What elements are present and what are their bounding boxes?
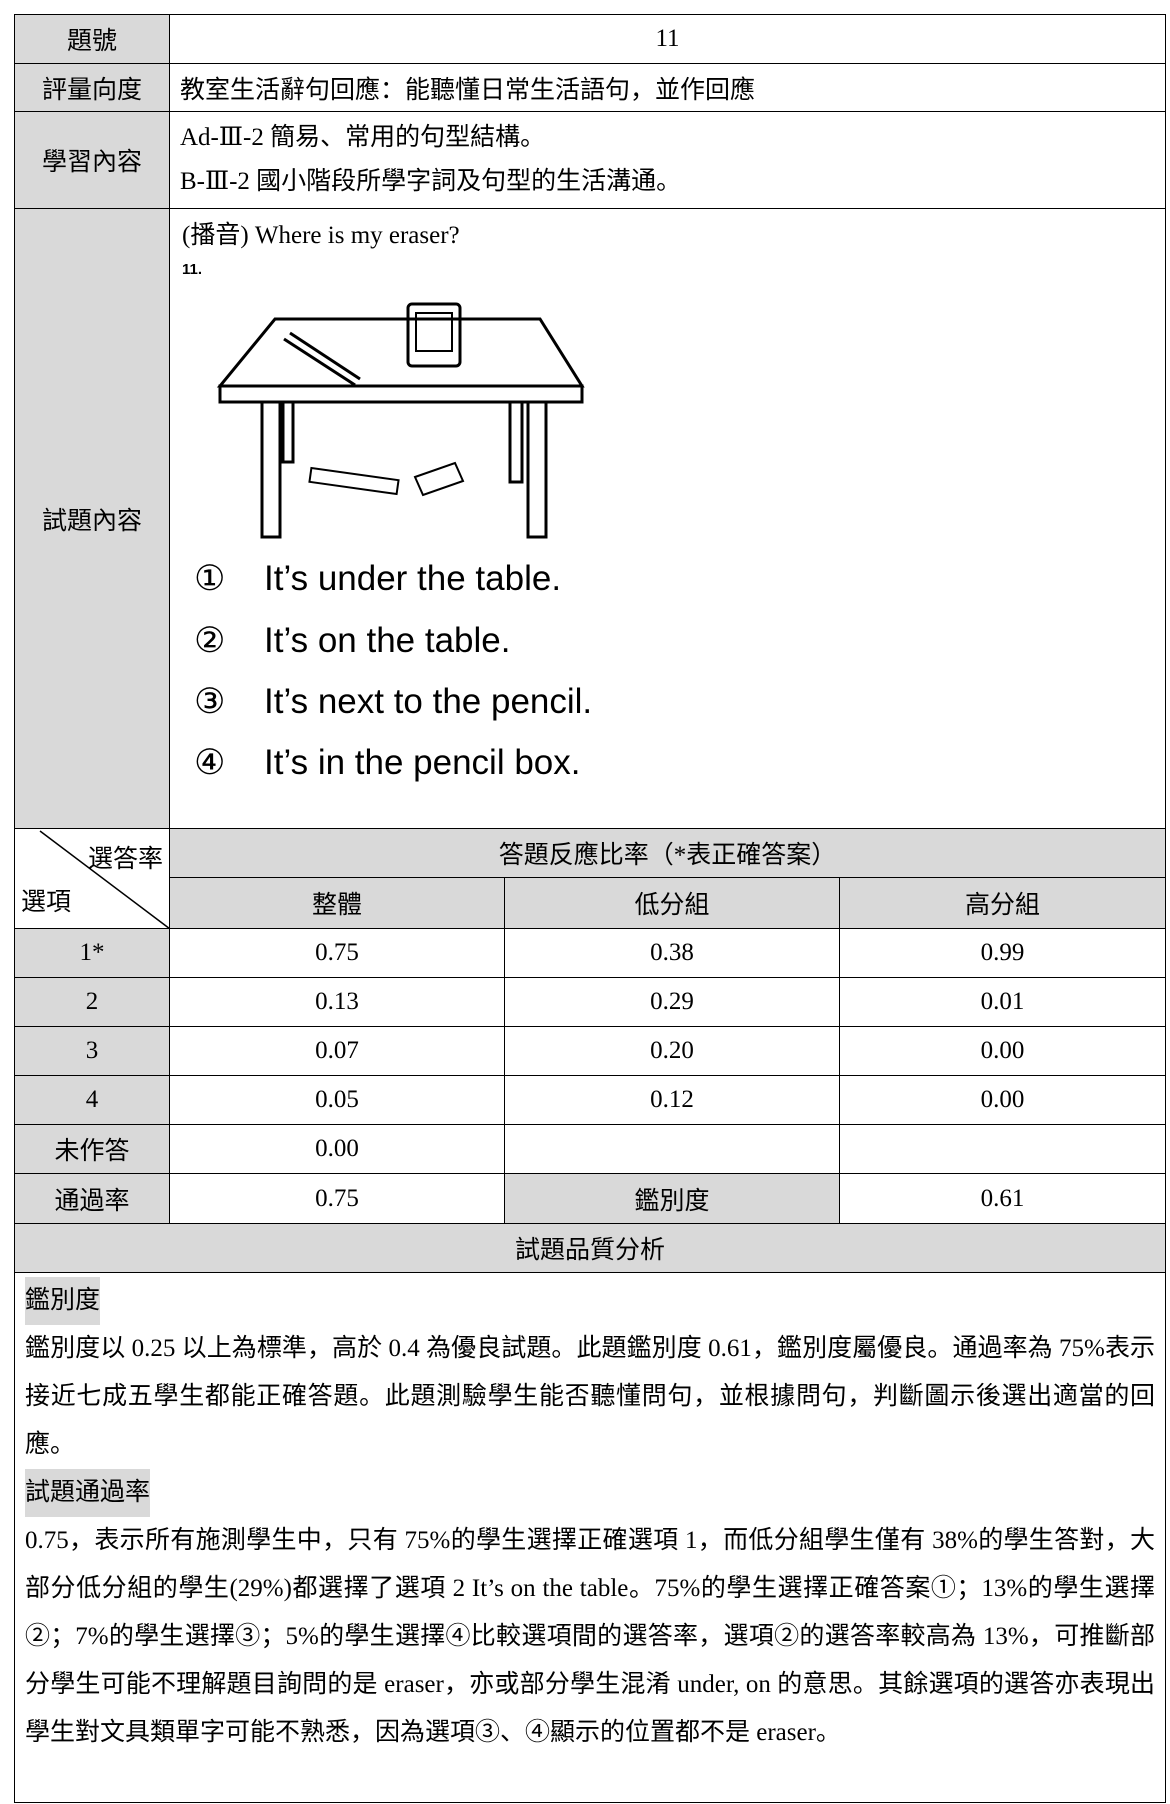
option-text: It’s in the pencil box. xyxy=(264,743,581,782)
option: ③ It’s next to the pencil. xyxy=(194,682,592,722)
prompt: (播音) Where is my eraser? xyxy=(182,222,460,249)
option-text: It’s on the table. xyxy=(264,621,511,660)
cell: 0.75 xyxy=(169,928,505,978)
cell: 0.20 xyxy=(504,1026,840,1076)
item-analysis-table: 題號 11 評量向度 教室生活辭句回應：能聽懂日常生活語句，並作回應 學習內容 Ad-… xyxy=(13,14,1167,1803)
option-mark: ② xyxy=(194,621,226,660)
corner-bottom: 選項 xyxy=(21,889,72,916)
label: 通過率 xyxy=(14,1173,170,1224)
option: ① It’s under the table. xyxy=(194,559,561,599)
cell: 0.00 xyxy=(838,1026,1167,1076)
cell: 0.01 xyxy=(838,977,1167,1027)
cell xyxy=(504,1124,840,1174)
option-text: It’s next to the pencil. xyxy=(264,682,593,721)
option-label: 3 xyxy=(14,1026,170,1076)
section-heading: 鑑別度 xyxy=(25,1277,101,1325)
cell: 0.29 xyxy=(504,977,840,1027)
option-mark: ③ xyxy=(194,682,226,721)
section-text: 0.75，表示所有施測學生中，只有 75%的學生選擇正確選項 1，而低分組學生僅… xyxy=(25,1527,1156,1746)
option-label: 1* xyxy=(14,928,170,978)
option: ④ It’s in the pencil box. xyxy=(194,743,581,783)
column-header: 高分組 xyxy=(838,877,1167,929)
dimension: 教室生活辭句回應：能聽懂日常生活語句，並作回應 xyxy=(168,63,1167,112)
label: 試題內容 xyxy=(14,208,170,829)
cell: 0.99 xyxy=(838,928,1167,978)
content-line: B-Ⅲ-2 國小階段所學字詞及句型的生活溝通。 xyxy=(180,168,682,195)
column-header: 整體 xyxy=(169,877,505,929)
cell: 0.00 xyxy=(838,1075,1167,1125)
option-label: 4 xyxy=(14,1075,170,1125)
option-mark: ④ xyxy=(194,743,226,782)
option-mark: ① xyxy=(194,559,226,598)
section-heading: 試題通過率 xyxy=(25,1469,151,1517)
item-number: 11 xyxy=(168,14,1167,64)
cell: 0.05 xyxy=(169,1075,505,1125)
column-header: 低分組 xyxy=(504,877,840,929)
analysis-title: 試題品質分析 xyxy=(13,1223,1167,1273)
section-text: 鑑別度以 0.25 以上為標準，高於 0.4 為優良試題。此題鑑別度 0.61，… xyxy=(25,1335,1156,1458)
cell: 0.38 xyxy=(504,928,840,978)
option: ② It’s on the table. xyxy=(194,621,510,661)
cell: 0.13 xyxy=(169,977,505,1027)
label: 學習內容 xyxy=(14,111,170,209)
label: 題號 xyxy=(14,14,170,64)
cell: 0.00 xyxy=(169,1124,505,1174)
cell: 0.75 xyxy=(169,1173,505,1224)
question-number: 11. xyxy=(182,261,203,278)
label: 評量向度 xyxy=(14,63,170,112)
content-line: Ad-Ⅲ-2 簡易、常用的句型結構。 xyxy=(180,124,546,151)
option-label: 未作答 xyxy=(14,1124,170,1174)
option-label: 2 xyxy=(14,977,170,1027)
diagonal xyxy=(39,830,169,928)
corner-top: 選答率 xyxy=(87,846,163,873)
question-illustration xyxy=(216,302,585,539)
cell: 0.07 xyxy=(169,1026,505,1076)
label: 鑑別度 xyxy=(504,1173,840,1224)
cell xyxy=(838,1124,1167,1174)
cell: 0.12 xyxy=(504,1075,840,1125)
cell: 0.61 xyxy=(838,1173,1167,1224)
option-text: It’s under the table. xyxy=(264,559,562,598)
response-title: 答題反應比率（*表正確答案） xyxy=(168,828,1167,878)
corner-cell: 選答率 選項 xyxy=(14,828,170,929)
